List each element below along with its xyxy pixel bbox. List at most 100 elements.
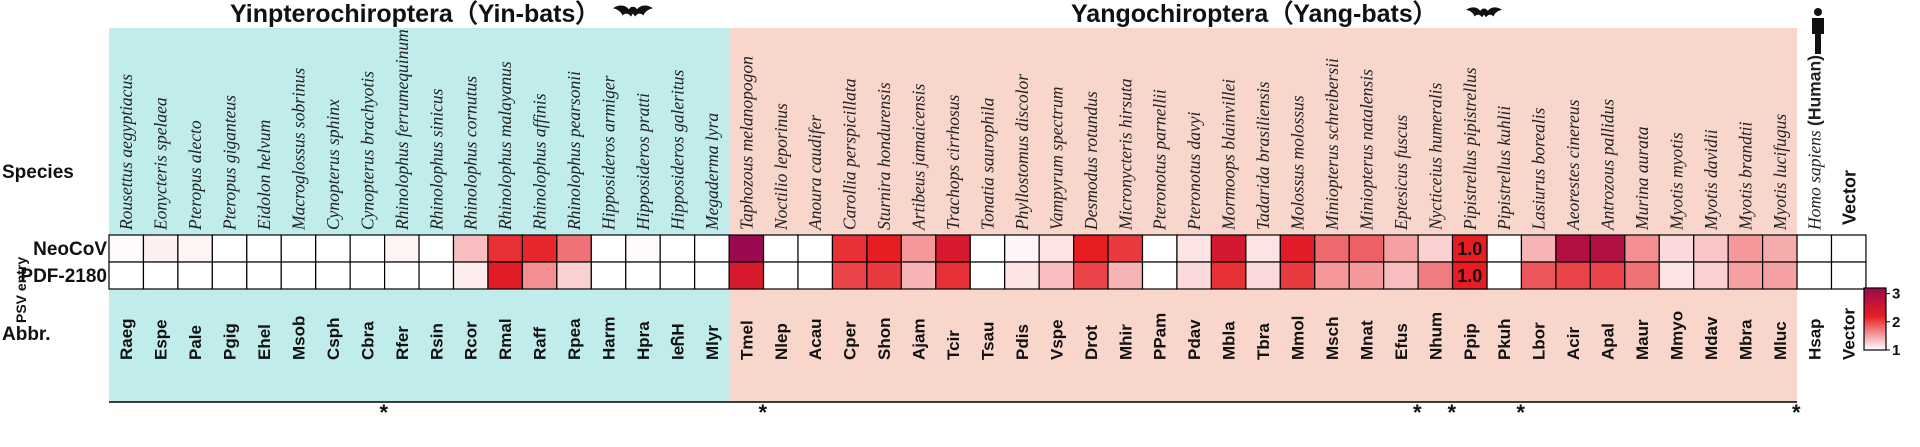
abbreviation-label: Mmol <box>1289 316 1308 360</box>
abbreviation-label: Mhir <box>1116 324 1135 360</box>
heatmap-cell <box>1038 261 1075 290</box>
abbreviation-label: Cper <box>841 321 860 360</box>
heatmap-cell <box>1761 234 1798 263</box>
species-label: Myotis brandtii <box>1735 121 1755 231</box>
heatmap-cell <box>452 234 489 263</box>
heatmap-cell <box>349 234 386 263</box>
species-label: Vampyrum spectrum <box>1046 87 1066 230</box>
abbreviation-label: Drot <box>1082 325 1101 360</box>
abbreviation-label: Pdis <box>1013 324 1032 360</box>
abbreviation-label: Hsap <box>1805 318 1824 360</box>
heatmap-cell <box>1624 261 1660 290</box>
abbreviation-label: Raff <box>531 327 550 360</box>
species-label: Rhinolophus affinis <box>530 93 550 231</box>
abbreviation-label: Pkuh <box>1495 318 1514 360</box>
human-species-label: Homo sapiens (Human) <box>1804 55 1824 231</box>
heatmap-cell <box>762 234 799 263</box>
human-species-name: Homo sapiens <box>1804 126 1824 231</box>
abbreviation-label: Mbla <box>1220 321 1239 360</box>
heatmap-cell <box>384 234 420 263</box>
species-label: Pipistrellus pipistrellus <box>1460 67 1480 231</box>
abbreviation-label: PPam <box>1151 313 1170 360</box>
species-label: Tadarida brasiliensis <box>1253 81 1273 230</box>
abbreviation-label: Raeg <box>117 318 136 360</box>
heatmap-cell <box>797 261 834 290</box>
heatmap-cell <box>1245 261 1281 290</box>
heatmap-cell <box>246 234 282 263</box>
heatmap-cell <box>1038 234 1075 263</box>
abbreviation-label: Mbra <box>1736 319 1755 360</box>
heatmap-cell <box>556 234 592 263</box>
heatmap-cell <box>625 234 661 263</box>
heatmap-cell <box>1004 234 1040 263</box>
heatmap-cell <box>900 234 937 263</box>
species-label: Rhinolophus malayanus <box>495 61 515 231</box>
yin-bats-title: Yinpterochiroptera（Yin-bats） <box>230 0 600 28</box>
abbreviation-label: Rcor <box>462 321 481 360</box>
species-label: Mormoops blainvillei <box>1219 79 1239 231</box>
species-label: Hipposideros armiger <box>599 75 619 231</box>
heatmap-cell <box>1624 234 1660 263</box>
heatmap-cell <box>1761 261 1798 290</box>
heatmap-cell <box>1348 234 1385 263</box>
species-label: Eptesicus fuscus <box>1391 115 1411 231</box>
species-label: Rhinolophus sinicus <box>426 88 446 231</box>
abbreviation-label: Rmal <box>496 318 515 360</box>
heatmap-cell <box>762 261 799 290</box>
heatmap-cell <box>487 234 524 263</box>
species-label: Myotis myotis <box>1666 132 1686 231</box>
abbreviation-label: Cbra <box>358 321 377 360</box>
heatmap-cell <box>694 234 730 263</box>
cell-value-label: 1.0 <box>1457 266 1482 286</box>
heatmap-cell <box>1417 234 1454 263</box>
bat-icon-shape <box>1466 7 1503 18</box>
species-label: Carollia perspicillata <box>840 78 860 230</box>
heatmap-cell <box>1314 234 1350 263</box>
heatmap-cell <box>659 261 696 290</box>
species-label: Taphozous melanopogon <box>736 56 756 230</box>
psv-entry-label: PSV entry <box>13 257 29 323</box>
heatmap-cell <box>1210 261 1247 290</box>
group-backgrounds <box>109 28 1798 403</box>
heatmap-cell <box>315 234 351 263</box>
colorbar <box>1863 287 1887 351</box>
heatmap-cell <box>418 261 455 290</box>
abbreviation-label: Mdav <box>1702 316 1721 360</box>
species-label: Megaderma lyra <box>702 113 722 231</box>
heatmap-cell <box>1072 261 1109 290</box>
species-label: Rhinolophus pearsonii <box>564 71 584 231</box>
heatmap-cell <box>1796 234 1833 263</box>
abbreviation-label: Maur <box>1633 319 1652 360</box>
species-label: Pteropus giganteus <box>220 95 240 231</box>
significance-asterisk: * <box>1413 400 1422 425</box>
heatmap-cell <box>728 261 765 290</box>
heatmap-cell <box>142 234 179 263</box>
species-label: Pteronotus parnellii <box>1150 89 1170 231</box>
abbreviation-label: Rfer <box>393 326 412 360</box>
species-label: Rhinolophus cornutus <box>461 76 481 231</box>
species-label: Desmodus rotundus <box>1081 91 1101 231</box>
heatmap-cell <box>590 261 627 290</box>
species-label: Tonatia saurophila <box>977 97 997 230</box>
abbreviation-label: Nlep <box>772 323 791 360</box>
species-label: Macroglossus sobrinus <box>288 68 308 231</box>
yang-bats-background <box>729 28 1798 402</box>
abbreviation-label: Apal <box>1599 323 1618 360</box>
heatmap-cell <box>866 234 902 263</box>
heatmap-cell <box>1555 234 1591 263</box>
bat-icon <box>1466 7 1503 18</box>
abbreviation-label: Hpra <box>634 321 653 360</box>
colorbar-tick-label: 3 <box>1892 286 1900 303</box>
abbreviation-label: Vspe <box>1047 319 1066 360</box>
heatmap-cell <box>521 234 558 263</box>
heatmap-cells: 1.01.0 <box>108 234 1867 290</box>
heatmap-cell <box>1589 261 1626 290</box>
heatmap-cell <box>1072 234 1109 263</box>
heatmap-cell <box>315 261 351 290</box>
abbreviation-label: Shon <box>875 318 894 361</box>
heatmap-cell <box>1383 261 1419 290</box>
heatmap-cell <box>1383 234 1419 263</box>
heatmap-cell <box>900 261 937 290</box>
heatmap-cell <box>1417 261 1454 290</box>
